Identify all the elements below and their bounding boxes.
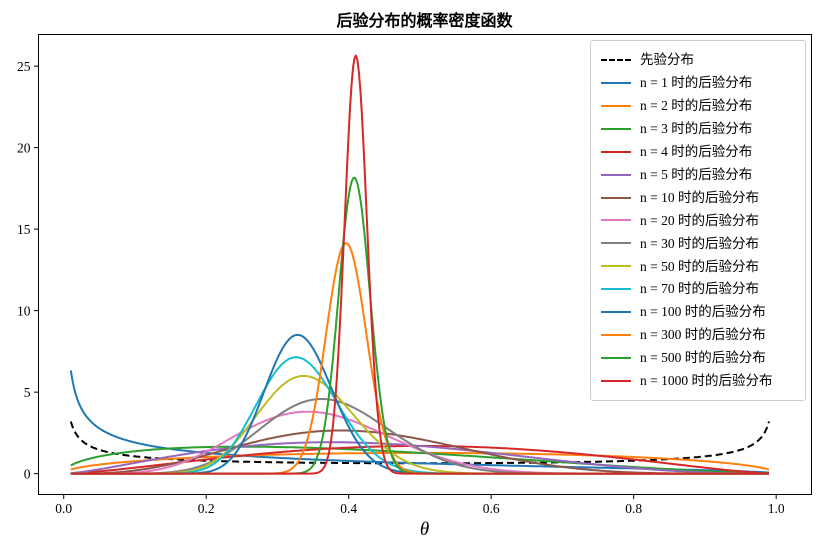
- legend-label: 先验分布: [640, 52, 694, 68]
- x-tick-label: 0.6: [483, 501, 500, 516]
- curve-3: [70, 445, 770, 475]
- legend-label: n = 300 时的后验分布: [640, 327, 766, 343]
- legend-label: n = 50 时的后验分布: [640, 258, 759, 274]
- legend-label: n = 4 时的后验分布: [640, 143, 753, 159]
- legend-line-swatch: [601, 379, 631, 382]
- legend-label: n = 10 时的后验分布: [640, 189, 759, 205]
- y-tick-label: 10: [17, 303, 31, 318]
- legend-entry-7: n = 20 时的后验分布: [601, 209, 795, 231]
- legend-label: n = 2 时的后验分布: [640, 98, 753, 114]
- x-tick-label: 0.2: [198, 501, 215, 516]
- legend-line-swatch: [601, 81, 631, 84]
- legend-line-swatch: [601, 219, 631, 222]
- legend-label: n = 30 时的后验分布: [640, 235, 759, 251]
- y-tick-label: 15: [17, 222, 31, 237]
- x-axis-label: θ: [419, 519, 430, 540]
- legend-entry-0: 先验分布: [601, 49, 795, 71]
- legend-label: n = 1000 时的后验分布: [640, 373, 773, 389]
- legend-entry-11: n = 100 时的后验分布: [601, 301, 795, 323]
- legend-label: n = 1 时的后验分布: [640, 75, 753, 91]
- legend-label: n = 3 时的后验分布: [640, 121, 753, 137]
- legend-label: n = 5 时的后验分布: [640, 166, 753, 182]
- curve-0: [69, 421, 770, 465]
- x-tick-label: 1.0: [768, 501, 785, 516]
- axes-frame: [38, 34, 812, 495]
- legend-line-swatch: [601, 288, 631, 291]
- legend-label: n = 20 时的后验分布: [640, 212, 759, 228]
- legend-label: n = 100 时的后验分布: [640, 304, 766, 320]
- legend-entry-9: n = 50 时的后验分布: [601, 255, 795, 277]
- legend-entry-3: n = 3 时的后验分布: [601, 118, 795, 140]
- curve-5: [70, 441, 769, 475]
- legend-line-swatch: [601, 356, 631, 359]
- curve-14: [70, 54, 769, 475]
- legend-line-swatch: [601, 242, 631, 245]
- x-tick-label: 0.4: [340, 501, 357, 516]
- y-tick-label: 5: [24, 385, 31, 400]
- legend-entry-14: n = 1000 时的后验分布: [601, 370, 795, 392]
- legend-line-swatch: [601, 127, 631, 130]
- legend-label: n = 70 时的后验分布: [640, 281, 759, 297]
- legend-line-swatch: [601, 334, 631, 337]
- legend-label: n = 500 时的后验分布: [640, 350, 766, 366]
- legend-line-swatch: [601, 150, 631, 153]
- legend-line-swatch: [601, 173, 631, 176]
- legend-entry-13: n = 500 时的后验分布: [601, 347, 795, 369]
- legend-entry-1: n = 1 时的后验分布: [601, 72, 795, 94]
- chart-title: 后验分布的概率密度函数: [336, 13, 513, 30]
- legend: 先验分布 n = 1 时的后验分布 n = 2 时的后验分布 n = 3 时的后验分布…: [590, 40, 806, 401]
- legend-entry-12: n = 300 时的后验分布: [601, 324, 795, 346]
- legend-entry-8: n = 30 时的后验分布: [601, 232, 795, 254]
- legend-line-swatch: [601, 59, 631, 61]
- legend-entry-6: n = 10 时的后验分布: [601, 187, 795, 209]
- legend-line-swatch: [601, 104, 631, 107]
- legend-line-swatch: [601, 311, 631, 314]
- legend-entry-10: n = 70 时的后验分布: [601, 278, 795, 300]
- legend-entry-2: n = 2 时的后验分布: [601, 95, 795, 117]
- y-tick-label: 25: [17, 59, 31, 74]
- y-tick-label: 0: [24, 466, 31, 481]
- legend-line-swatch: [601, 265, 631, 268]
- legend-entry-4: n = 4 时的后验分布: [601, 141, 795, 163]
- x-tick-label: 0.8: [625, 501, 642, 516]
- legend-line-swatch: [601, 196, 631, 199]
- legend-entry-5: n = 5 时的后验分布: [601, 164, 795, 186]
- x-tick-label: 0.0: [55, 501, 72, 516]
- y-tick-label: 20: [17, 140, 31, 155]
- curve-7: [70, 410, 769, 475]
